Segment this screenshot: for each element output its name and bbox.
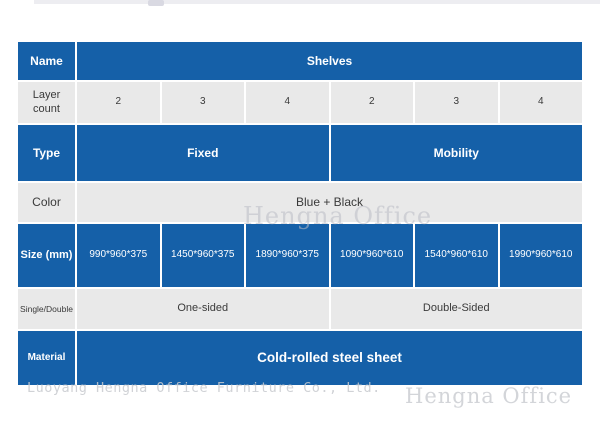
cell-type-fixed: Fixed <box>77 125 329 181</box>
cell-layer-count-5: 3 <box>415 82 498 123</box>
row-label-material: Material <box>18 331 75 385</box>
cell-size-3: 1890*960*375 <box>246 224 329 287</box>
cell-one-sided: One-sided <box>77 289 329 329</box>
row-label-layer-count: Layer count <box>18 82 75 123</box>
watermark-bottom-right: Hengna Office <box>405 384 573 408</box>
row-label-size: Size (mm) <box>18 224 75 287</box>
cell-material-value: Cold-rolled steel sheet <box>77 331 582 385</box>
row-label-single-double: Single/Double <box>18 289 75 329</box>
cell-color-value: Blue + Black <box>77 183 582 222</box>
cell-type-mobility: Mobility <box>330 125 582 181</box>
cell-layer-count-2: 3 <box>161 82 244 123</box>
cell-size-2: 1450*960*375 <box>161 224 244 287</box>
row-label-type: Type <box>18 125 75 181</box>
cell-layer-count-1: 2 <box>77 82 160 123</box>
spec-table: Name Shelves Layer count 2 3 4 2 3 4 Typ… <box>18 42 582 385</box>
cell-layer-count-3: 4 <box>246 82 329 123</box>
cell-size-4: 1090*960*610 <box>330 224 413 287</box>
cell-layer-count-4: 2 <box>330 82 413 123</box>
row-label-name: Name <box>18 42 75 80</box>
cell-double-sided: Double-Sided <box>330 289 582 329</box>
cell-size-1: 990*960*375 <box>77 224 160 287</box>
top-edge-artifact <box>34 0 600 4</box>
cell-size-6: 1990*960*610 <box>499 224 582 287</box>
cell-name-value: Shelves <box>77 42 582 80</box>
cell-layer-count-6: 4 <box>499 82 582 123</box>
row-label-color: Color <box>18 183 75 222</box>
cell-size-5: 1540*960*610 <box>415 224 498 287</box>
top-edge-smudge <box>148 0 164 6</box>
